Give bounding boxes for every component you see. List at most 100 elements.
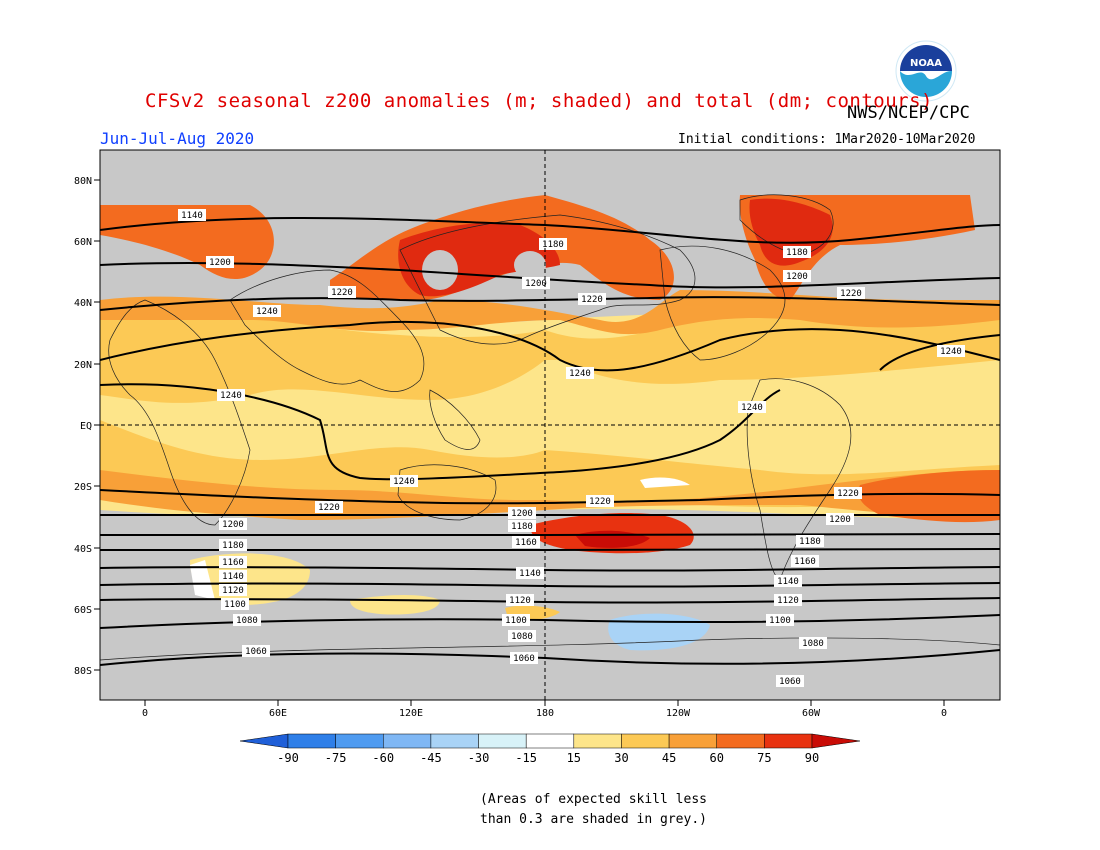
lat-label: 80N	[74, 176, 92, 187]
anomaly-75-90-ne	[749, 198, 833, 266]
lon-label: 120E	[399, 708, 423, 719]
colorbar-label: -90	[277, 751, 299, 765]
colorbar-label: 75	[757, 751, 771, 765]
noaa-logo-text: NOAA	[910, 58, 942, 69]
colorbar-label: 15	[567, 751, 581, 765]
colorbar: -90 -75 -60 -45 -30 -15 15 30 45 60 75 90	[239, 733, 861, 765]
contour-label: 1100	[769, 616, 791, 626]
footnote-line-2: than 0.3 are shaded in grey.)	[480, 812, 707, 827]
anomaly-30-45-band	[100, 300, 1000, 403]
contour-label: 1200	[829, 515, 851, 525]
lat-label: 20N	[74, 360, 92, 371]
anomaly-neutral-patch	[190, 560, 215, 600]
contour-label: 1200	[511, 509, 533, 519]
contour-label: 1200	[525, 279, 547, 289]
contour-label: 1180	[786, 248, 808, 258]
contour-label-group: 1140 1200 1220 1240 1180 1200 1220 1180 …	[178, 209, 965, 687]
colorbar-label: -45	[420, 751, 442, 765]
contour-label: 1200	[786, 272, 808, 282]
colorbar-label: 30	[614, 751, 628, 765]
contour-label: 1100	[224, 600, 246, 610]
contour-label: 1060	[245, 647, 267, 657]
contour-label: 1140	[777, 577, 799, 587]
contour-label: 1220	[589, 497, 611, 507]
contour-label: 1220	[837, 489, 859, 499]
lon-label: 0	[142, 708, 148, 719]
lat-label: 40N	[74, 298, 92, 309]
colorbar-label: 90	[805, 751, 819, 765]
lat-label: 60N	[74, 237, 92, 248]
colorbar-arrow-left	[239, 733, 289, 749]
contour-label: 1180	[542, 240, 564, 250]
colorbar-label: -60	[372, 751, 394, 765]
forecast-period: Jun-Jul-Aug 2020	[100, 129, 255, 148]
map-plot-area: 1140 1200 1220 1240 1180 1200 1220 1180 …	[100, 150, 1000, 700]
contour-label: 1140	[519, 569, 541, 579]
initial-conditions: Initial conditions: 1Mar2020-10Mar2020	[678, 132, 976, 147]
lon-label: 120W	[666, 708, 691, 719]
contour-label: 1160	[222, 558, 244, 568]
colorbar-swatch	[573, 733, 622, 749]
contour-label: 1240	[393, 477, 415, 487]
contour-label: 1080	[511, 632, 533, 642]
colorbar-label: -30	[468, 751, 490, 765]
colorbar-arrow-right	[811, 733, 861, 749]
contour-label: 1220	[840, 289, 862, 299]
anomaly-neutral-patch-2	[640, 477, 690, 488]
colorbar-swatch	[621, 733, 670, 749]
lon-label: 60E	[269, 708, 287, 719]
colorbar-swatch	[668, 733, 717, 749]
colorbar-swatch	[383, 733, 432, 749]
lon-label: 0	[941, 708, 947, 719]
lat-label: EQ	[80, 421, 92, 432]
contour-label: 1140	[181, 211, 203, 221]
noaa-logo: NOAA	[895, 40, 957, 102]
lat-label: 60S	[74, 605, 92, 616]
low-skill-hole-1	[422, 250, 458, 290]
contour-label: 1120	[777, 596, 799, 606]
colorbar-label: 45	[662, 751, 676, 765]
chart-title: CFSv2 seasonal z200 anomalies (m; shaded…	[145, 90, 933, 112]
contour-label: 1120	[222, 586, 244, 596]
contour-label: 1060	[779, 677, 801, 687]
lat-label: 20S	[74, 482, 92, 493]
contour-label: 1140	[222, 572, 244, 582]
contour-label: 1180	[799, 537, 821, 547]
contour-label: 1240	[220, 391, 242, 401]
colorbar-swatch	[335, 733, 384, 749]
anomaly-45-60-north	[100, 290, 1000, 335]
contour-label: 1200	[222, 520, 244, 530]
contour-label: 1160	[794, 557, 816, 567]
agency-label: NWS/NCEP/CPC	[847, 103, 970, 123]
contour-label: 1200	[209, 258, 231, 268]
anomaly-60-75-se	[858, 470, 1000, 523]
contour-label: 1180	[511, 522, 533, 532]
colorbar-swatch	[525, 733, 575, 749]
colorbar-label: 60	[710, 751, 724, 765]
contour-label: 1080	[802, 639, 824, 649]
longitude-axis: 0 60E 120E 180 120W 60W 0	[142, 700, 947, 719]
contour-label: 1080	[236, 616, 258, 626]
lat-label: 80S	[74, 666, 92, 677]
low-skill-hole-2	[514, 251, 546, 279]
footnote-line-1: (Areas of expected skill less	[480, 792, 707, 807]
colorbar-swatch	[287, 733, 336, 749]
contour-label: 1220	[581, 295, 603, 305]
contour-label: 1240	[741, 403, 763, 413]
lon-label: 180	[536, 708, 554, 719]
contour-label: 1240	[256, 307, 278, 317]
contour-label: 1240	[940, 347, 962, 357]
colorbar-swatch	[478, 733, 527, 749]
colorbar-swatch	[716, 733, 765, 749]
anomaly-30-45-south	[100, 420, 1000, 513]
contour-label: 1220	[318, 503, 340, 513]
colorbar-label: -75	[325, 751, 347, 765]
contour-label: 1120	[509, 596, 531, 606]
contour-label: 1220	[331, 288, 353, 298]
colorbar-swatch	[430, 733, 479, 749]
contour-label: 1060	[513, 654, 535, 664]
colorbar-label: -15	[515, 751, 537, 765]
contour-label: 1240	[569, 369, 591, 379]
lat-label: 40S	[74, 544, 92, 555]
